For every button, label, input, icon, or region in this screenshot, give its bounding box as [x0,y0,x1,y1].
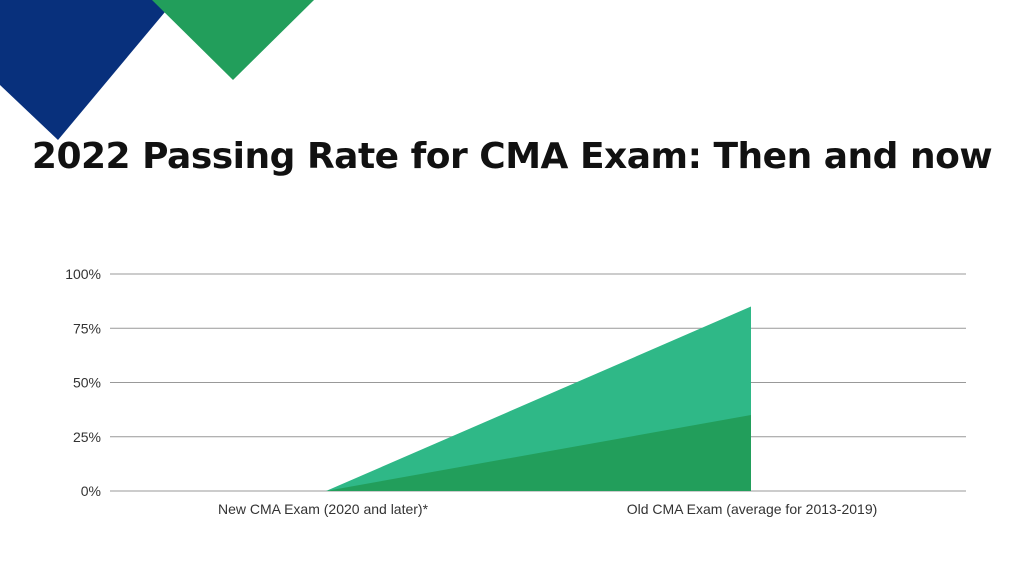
y-axis-ticks: 0% 25% 50% 75% 100% [65,266,101,499]
x-category-label: Old CMA Exam (average for 2013-2019) [627,501,878,517]
y-tick-label: 100% [65,266,101,282]
y-tick-label: 0% [81,483,101,499]
decorative-shapes [0,0,314,140]
navy-diamond-shape [0,0,175,140]
x-category-label: New CMA Exam (2020 and later)* [218,501,429,517]
y-tick-label: 75% [73,320,101,336]
areas [326,306,751,491]
chart-title: 2022 Passing Rate for CMA Exam: Then and… [31,136,993,177]
y-tick-label: 25% [73,429,101,445]
green-triangle-shape [152,0,314,80]
area-series-2 [326,415,751,491]
y-tick-label: 50% [73,375,101,391]
x-axis-labels: New CMA Exam (2020 and later)* Old CMA Ex… [218,501,877,517]
